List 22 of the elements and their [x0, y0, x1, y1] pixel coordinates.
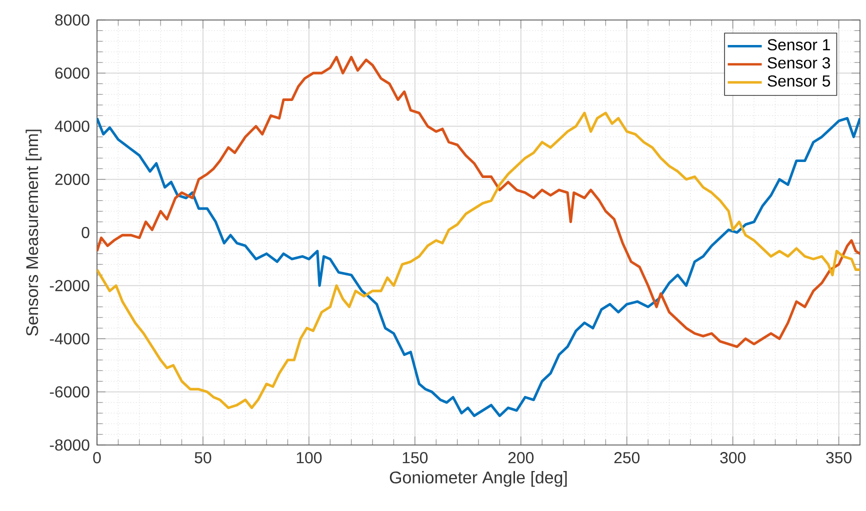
x-tick-label: 350: [826, 452, 852, 464]
y-tick-label: -4000: [50, 333, 90, 344]
y-tick-label: 2000: [55, 174, 90, 186]
y-tick-label: 6000: [55, 67, 90, 79]
y-tick-label: 0: [82, 226, 90, 238]
legend-label: Sensor 1: [768, 39, 830, 50]
x-tick-label: 200: [508, 452, 534, 464]
legend-label: Sensor 5: [768, 75, 830, 87]
y-axis-title: Sensors Measurement [nm]: [26, 130, 42, 336]
x-tick-label: 150: [402, 452, 428, 464]
legend-label: Sensor 3: [768, 57, 830, 68]
y-tick-label: -6000: [50, 386, 90, 398]
y-tick-label: -8000: [50, 439, 90, 451]
y-tick-label: 8000: [55, 14, 90, 26]
x-tick-label: 100: [296, 452, 322, 464]
x-tick-label: 50: [194, 452, 212, 464]
y-tick-label: 4000: [54, 120, 90, 132]
x-tick-label: 0: [93, 452, 101, 464]
y-tick-label: -2000: [50, 280, 90, 292]
x-axis-title: Goniometer Angle [deg]: [390, 471, 567, 487]
x-tick-label: 250: [614, 452, 640, 464]
x-tick-label: 300: [720, 452, 746, 464]
